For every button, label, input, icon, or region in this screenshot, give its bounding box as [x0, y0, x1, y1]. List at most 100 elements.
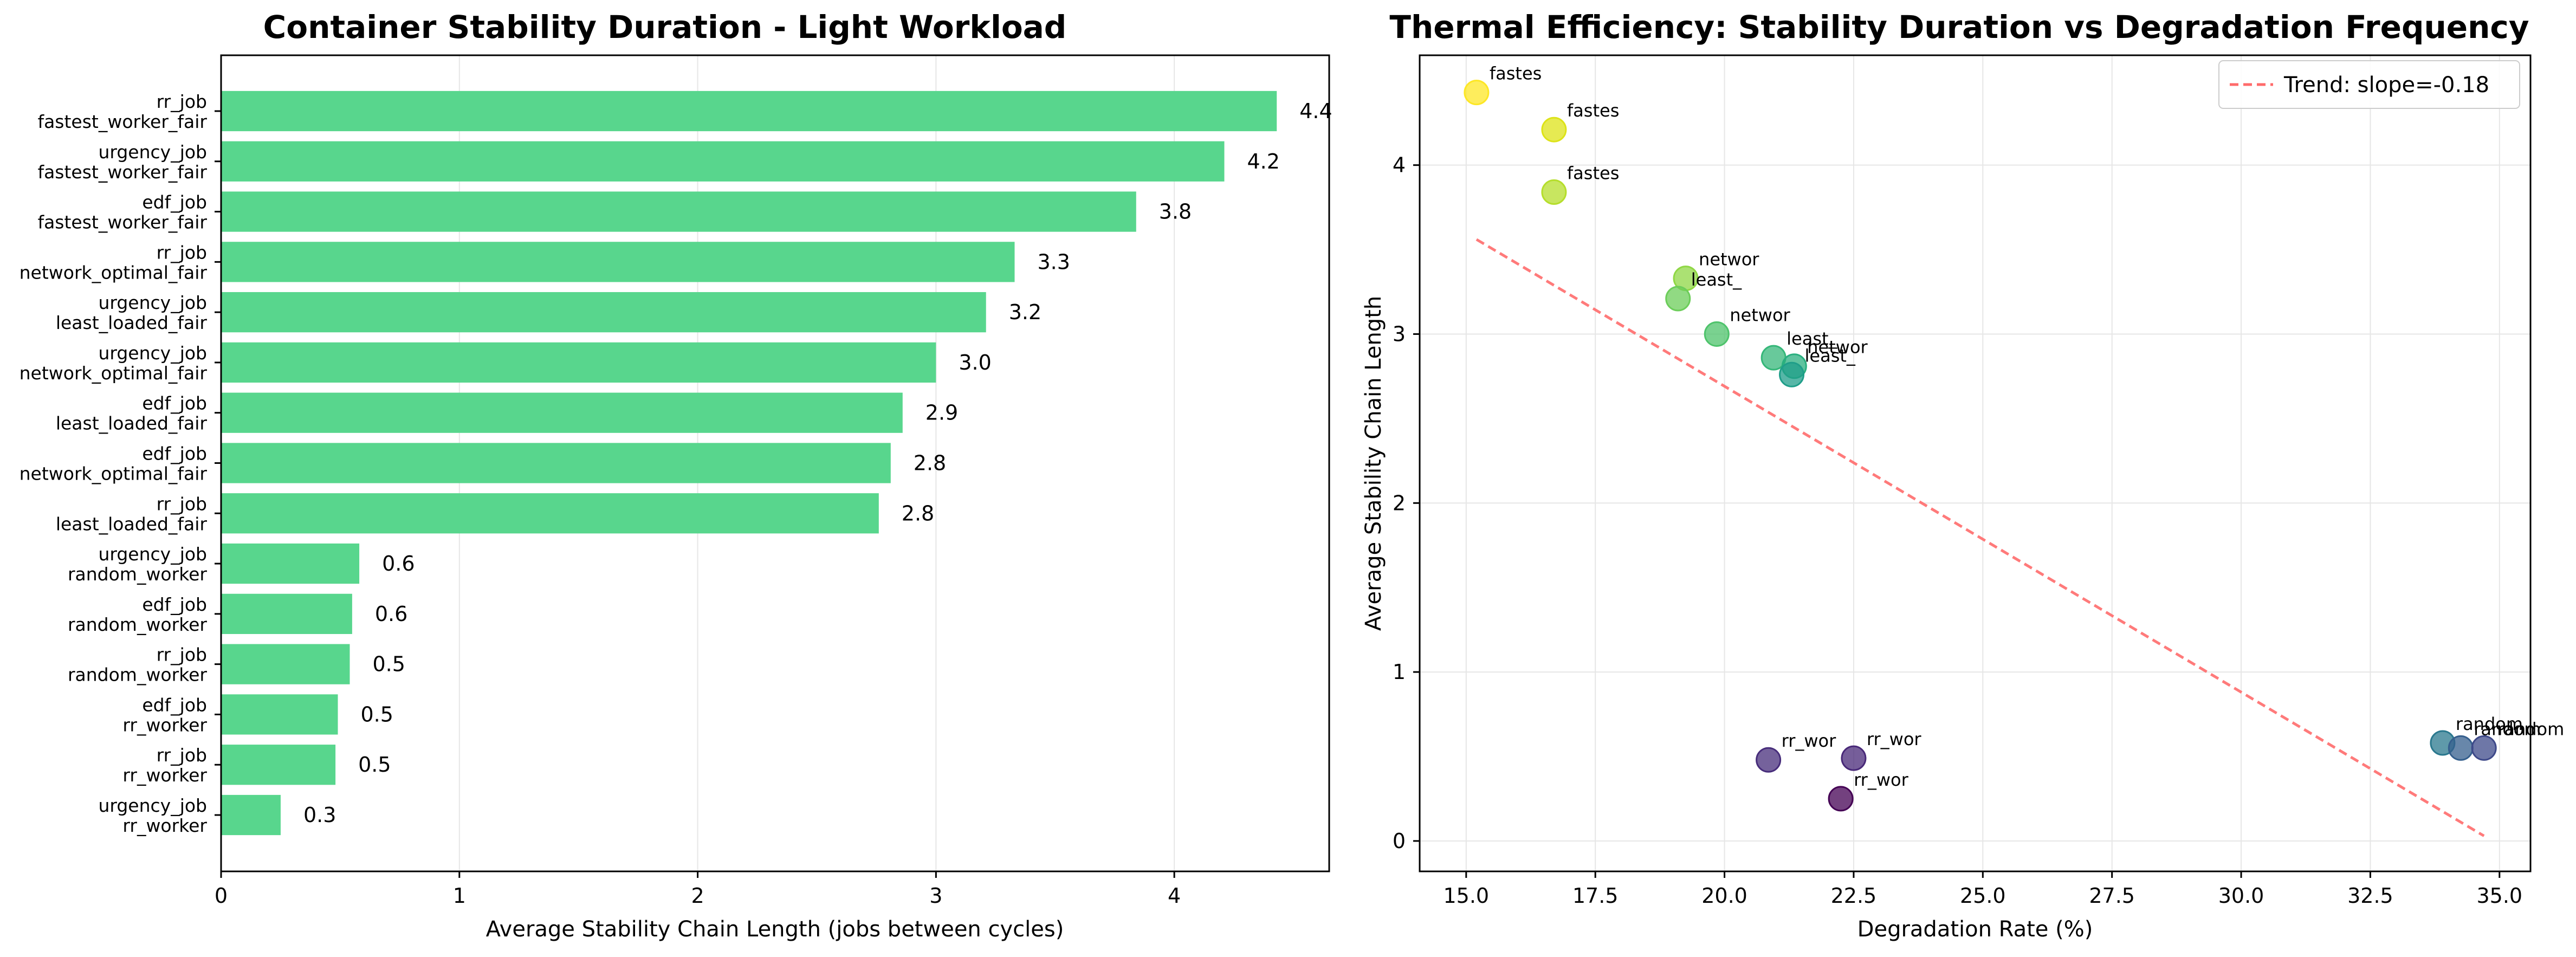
bar-category-label: urgency_job network_optimal_fair — [20, 342, 208, 384]
scatter-chart-x-tick-label: 17.5 — [1572, 884, 1619, 908]
bar-category-label: rr_job least_loaded_fair — [56, 493, 208, 534]
scatter-chart-x-tick-label: 22.5 — [1831, 884, 1877, 908]
legend-trend-label: Trend: slope=-0.18 — [2283, 73, 2489, 98]
bar — [221, 292, 986, 333]
scatter-chart-y-tick-label: 3 — [1393, 322, 1406, 346]
scatter-point — [1665, 286, 1691, 312]
bar-data-label: 0.5 — [372, 652, 405, 676]
bar-data-label: 3.8 — [1159, 200, 1192, 224]
scatter-chart-y-tick-label: 4 — [1393, 153, 1406, 177]
scatter-chart-points — [1464, 80, 2497, 812]
bar-data-label: 2.8 — [914, 451, 946, 475]
bar-data-label: 2.9 — [925, 401, 958, 425]
scatter-point-label: fastes — [1490, 63, 1542, 84]
scatter-chart-grid — [1420, 55, 2530, 871]
scatter-chart-y-tick-label: 1 — [1393, 660, 1406, 684]
scatter-point-label: networ — [1699, 249, 1759, 270]
scatter-point — [2471, 735, 2497, 761]
bar — [221, 90, 1277, 132]
scatter-point — [1704, 321, 1730, 347]
bar-category-label: rr_job fastest_worker_fair — [37, 91, 207, 132]
scatter-point — [1756, 747, 1782, 773]
scatter-point — [1464, 80, 1490, 106]
scatter-point-label: fastes — [1567, 163, 1619, 184]
scatter-chart-point-labels: fastesfastesfastesnetworleast_networleas… — [1490, 63, 2564, 790]
bar — [221, 392, 903, 433]
trend-line — [1475, 238, 2485, 837]
scatter-point — [1841, 745, 1867, 771]
scatter-point — [1541, 117, 1567, 143]
bar-chart-x-tick-label: 0 — [215, 884, 228, 908]
scatter-chart-y-tick-label: 2 — [1393, 491, 1406, 515]
scatter-point-label: least_ — [1787, 328, 1837, 349]
scatter-chart-x-ticks: 15.0 17.5 20.0 22.5 25.0 27.5 30.0 32.5 35.0 — [1444, 871, 2522, 908]
bar-chart: Container Stability Duration - Light Wor… — [20, 9, 1332, 942]
bar-category-label: urgency_job fastest_worker_fair — [37, 141, 207, 183]
scatter-point-label: networ — [1730, 305, 1790, 325]
bar — [221, 191, 1136, 232]
bar-data-label: 0.5 — [360, 702, 393, 726]
bar-category-label: edf_job random_worker — [68, 594, 207, 635]
scatter-point-label: rr_wor — [1854, 770, 1909, 790]
scatter-chart-x-tick-label: 32.5 — [2347, 884, 2393, 908]
scatter-chart-x-tick-label: 27.5 — [2089, 884, 2135, 908]
bar-data-label: 0.6 — [375, 602, 407, 626]
bar-data-label: 0.6 — [382, 552, 415, 576]
bar-chart-bars — [221, 90, 1277, 836]
scatter-chart: Thermal Efficiency: Stability Duration v… — [1361, 9, 2564, 942]
bar — [221, 493, 879, 534]
bar-category-label: rr_job rr_worker — [122, 745, 207, 786]
bar-category-label: edf_job least_loaded_fair — [56, 393, 208, 434]
scatter-chart-x-tick-label: 25.0 — [1960, 884, 2006, 908]
scatter-chart-title: Thermal Efficiency: Stability Duration v… — [1389, 9, 2529, 46]
bar-category-label: edf_job network_optimal_fair — [20, 443, 208, 484]
bar-data-label: 0.3 — [303, 803, 336, 827]
scatter-point-label: least_ — [1805, 345, 1856, 366]
bar-data-label: 3.3 — [1037, 250, 1070, 274]
bar-chart-x-tick-label: 4 — [1168, 884, 1181, 908]
bar-chart-title: Container Stability Duration - Light Wor… — [263, 9, 1067, 46]
scatter-chart-trend — [1475, 238, 2485, 837]
scatter-point-label: random — [2456, 714, 2523, 734]
bar — [221, 694, 338, 735]
bar-chart-x-tick-label: 1 — [453, 884, 466, 908]
scatter-point-label: least_ — [1691, 269, 1742, 290]
scatter-chart-x-tick-label: 15.0 — [1444, 884, 1490, 908]
bar-category-label: urgency_job random_worker — [68, 544, 207, 585]
scatter-chart-x-tick-label: 20.0 — [1701, 884, 1747, 908]
bar — [221, 745, 336, 785]
legend-box — [2218, 60, 2520, 109]
bar-data-label: 2.8 — [902, 501, 934, 525]
scatter-chart-x-axis-label: Degradation Rate (%) — [1857, 917, 2093, 942]
bar-chart-x-axis-label: Average Stability Chain Length (jobs bet… — [486, 917, 1064, 942]
bar-chart-data-labels: 4.4 4.2 3.8 3.3 3.2 3.0 2.9 2.8 2.8 0.6 0.6 0.5 0.5 0… — [303, 99, 1332, 827]
scatter-chart-x-tick-label: 35.0 — [2476, 884, 2522, 908]
bar-chart-category-labels: rr_job fastest_worker_fair urgency_job fast… — [20, 91, 221, 836]
bar — [221, 644, 350, 684]
bar-data-label: 4.4 — [1299, 99, 1332, 123]
bar — [221, 593, 352, 634]
scatter-point-label: rr_wor — [1867, 729, 1922, 749]
scatter-point — [2448, 735, 2474, 761]
scatter-point-label: rr_wor — [1782, 730, 1837, 751]
bar-chart-x-tick-label: 3 — [929, 884, 942, 908]
scatter-chart-frame — [1419, 54, 2532, 872]
scatter-point-label: networ — [1807, 337, 1868, 358]
bar-chart-x-tick-label: 2 — [691, 884, 704, 908]
bar — [221, 543, 360, 584]
scatter-chart-y-ticks: 0 1 2 3 4 — [1393, 153, 1420, 853]
bar-chart-frame — [220, 54, 1330, 872]
scatter-chart-y-axis-label: Average Stability Chain Length — [1361, 296, 1386, 631]
scatter-point-label: fastes — [1567, 100, 1619, 121]
bar — [221, 794, 281, 836]
scatter-point — [1779, 361, 1805, 387]
scatter-chart-legend: Trend: slope=-0.18 — [2218, 60, 2520, 109]
bar-category-label: urgency_job least_loaded_fair — [56, 292, 208, 333]
bar-chart-x-ticks: 0 1 2 3 4 — [215, 871, 1181, 908]
bar-category-label: rr_job random_worker — [68, 644, 207, 686]
bar-category-label: urgency_job rr_worker — [98, 795, 207, 836]
bar-category-label: edf_job fastest_worker_fair — [37, 192, 207, 233]
bar-data-label: 4.2 — [1247, 150, 1279, 173]
bar — [221, 242, 1015, 282]
